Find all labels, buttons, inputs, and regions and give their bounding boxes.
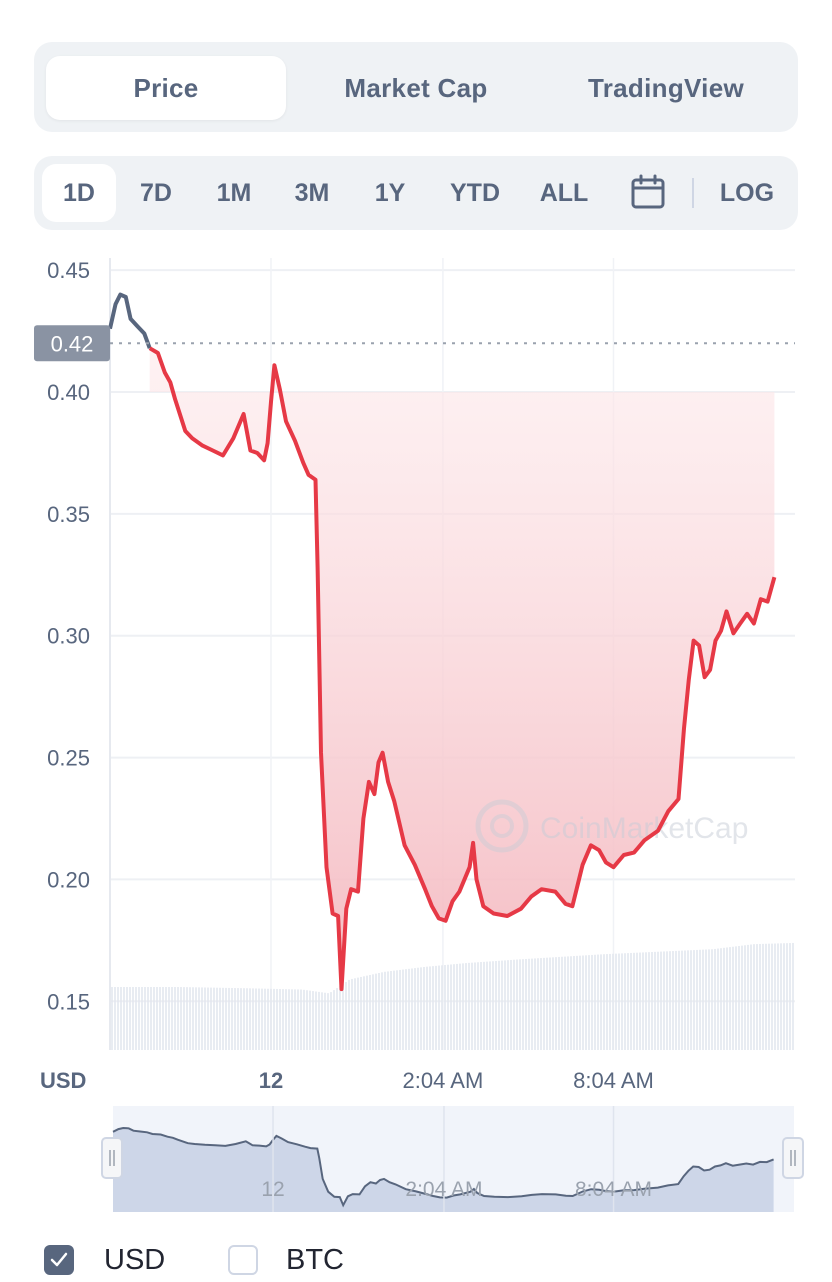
range-divider xyxy=(692,178,694,208)
x-tick-label: 2:04 AM xyxy=(403,1068,484,1093)
navigator-left-handle[interactable] xyxy=(101,1137,123,1179)
navigator-tick-label: 2:04 AM xyxy=(405,1178,482,1201)
navigator-line xyxy=(112,1126,774,1208)
range-1m-button[interactable]: 1M xyxy=(216,178,252,207)
tab-price[interactable]: Price xyxy=(46,56,286,120)
price-line xyxy=(148,346,777,992)
legend-btc[interactable]: BTC xyxy=(228,1238,344,1282)
range-navigator[interactable]: 12 2:04 AM 8:04 AM xyxy=(101,1106,804,1212)
y-tick-label: 0.20 xyxy=(47,867,90,892)
y-tick-label: 0.40 xyxy=(47,380,90,405)
legend-btc-label: BTC xyxy=(286,1243,344,1276)
navigator-axis: 12 2:04 AM 8:04 AM xyxy=(261,1106,652,1212)
price-line-premarket xyxy=(108,292,152,349)
range-7d-button[interactable]: 7D xyxy=(140,178,172,207)
y-tick-label: 0.45 xyxy=(47,258,90,283)
navigator-area xyxy=(113,1128,774,1212)
range-ytd-button[interactable]: YTD xyxy=(450,178,500,207)
current-price-label: 0.42 xyxy=(51,331,94,356)
calendar-icon[interactable] xyxy=(630,174,666,210)
btc-checkbox[interactable] xyxy=(228,1245,258,1275)
log-scale-toggle[interactable]: LOG xyxy=(719,178,775,207)
x-axis-unit-label: USD xyxy=(40,1068,86,1093)
chart-type-tabs: Price Market Cap TradingView xyxy=(34,42,798,132)
range-1y-button[interactable]: 1Y xyxy=(374,178,406,207)
range-all-button[interactable]: ALL xyxy=(539,178,589,207)
tab-market-cap[interactable]: Market Cap xyxy=(344,72,488,103)
y-tick-label: 0.35 xyxy=(47,502,90,527)
check-icon xyxy=(50,1252,68,1267)
navigator-tick-label: 8:04 AM xyxy=(575,1178,652,1201)
navigator-tick-label: 12 xyxy=(261,1178,284,1201)
y-tick-label: 0.15 xyxy=(47,989,90,1014)
y-tick-label: 0.30 xyxy=(47,624,90,649)
watermark-logo-icon xyxy=(475,799,529,853)
volume-bars xyxy=(111,942,794,1050)
navigator-right-handle[interactable] xyxy=(782,1137,804,1179)
usd-checkbox[interactable] xyxy=(44,1245,74,1275)
y-tick-label: 0.25 xyxy=(47,746,90,771)
range-3m-button[interactable]: 3M xyxy=(294,178,330,207)
x-tick-label: 8:04 AM xyxy=(573,1068,654,1093)
tab-tradingview[interactable]: TradingView xyxy=(588,72,744,103)
price-area-fill xyxy=(149,348,775,990)
x-tick-label: 12 xyxy=(259,1068,283,1093)
x-axis: 12 2:04 AM 8:04 AM xyxy=(259,1068,654,1093)
range-1d-button[interactable]: 1D xyxy=(42,164,116,222)
legend-usd[interactable]: USD xyxy=(44,1238,165,1282)
time-range-selector: 1D 7D 1M 3M 1Y YTD ALL LOG xyxy=(34,156,798,230)
price-chart[interactable]: CoinMarketCap 0.42 0.450.400.350.300.250… xyxy=(0,240,832,1220)
y-axis: 0.45 0.40 0.35 0.30 0.25 0.20 0.15 xyxy=(47,258,90,1014)
current-price-badge xyxy=(34,325,110,362)
legend-usd-label: USD xyxy=(104,1243,166,1276)
